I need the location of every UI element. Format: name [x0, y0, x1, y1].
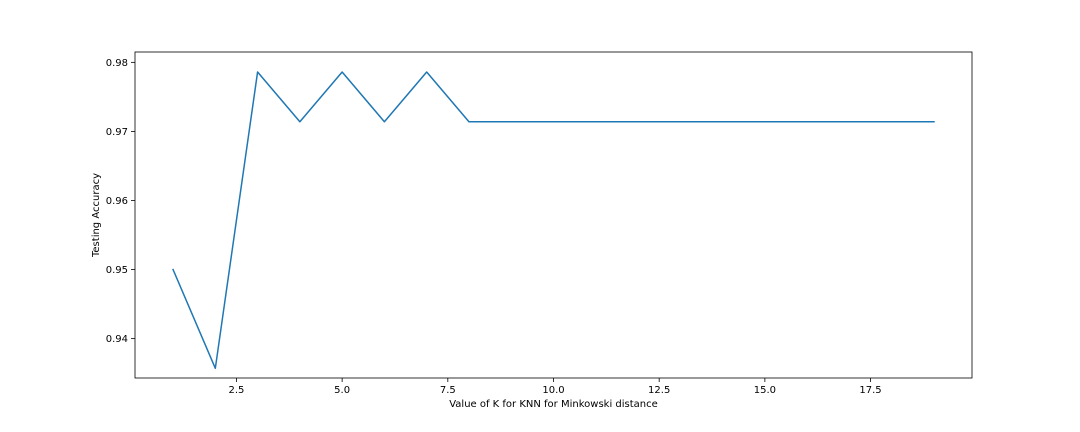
- y-tick-label: 0.96: [106, 196, 128, 207]
- x-tick-label: 7.5: [440, 385, 456, 396]
- x-axis-ticks: 2.5 5.0 7.5 10.0 12.5 15.0 17.5: [229, 378, 882, 396]
- x-tick-label: 5.0: [334, 385, 350, 396]
- x-axis-label: Value of K for KNN for Minkowski distanc…: [449, 399, 658, 410]
- plot-frame: [134, 51, 973, 379]
- y-axis-ticks: 0.94 0.95 0.96 0.97 0.98: [106, 58, 135, 345]
- y-tick-label: 0.97: [106, 127, 128, 138]
- x-tick-label: 12.5: [648, 385, 670, 396]
- x-tick-label: 2.5: [229, 385, 245, 396]
- x-tick-label: 10.0: [542, 385, 564, 396]
- y-tick-label: 0.94: [106, 334, 128, 345]
- series-line-testing-accuracy: [172, 71, 935, 370]
- x-tick-label: 17.5: [859, 385, 881, 396]
- y-axis-label: Testing Accuracy: [91, 173, 102, 258]
- y-tick-label: 0.95: [106, 265, 128, 276]
- plot-area: [135, 52, 972, 378]
- x-tick-label: 15.0: [754, 385, 776, 396]
- y-tick-label: 0.98: [106, 58, 128, 69]
